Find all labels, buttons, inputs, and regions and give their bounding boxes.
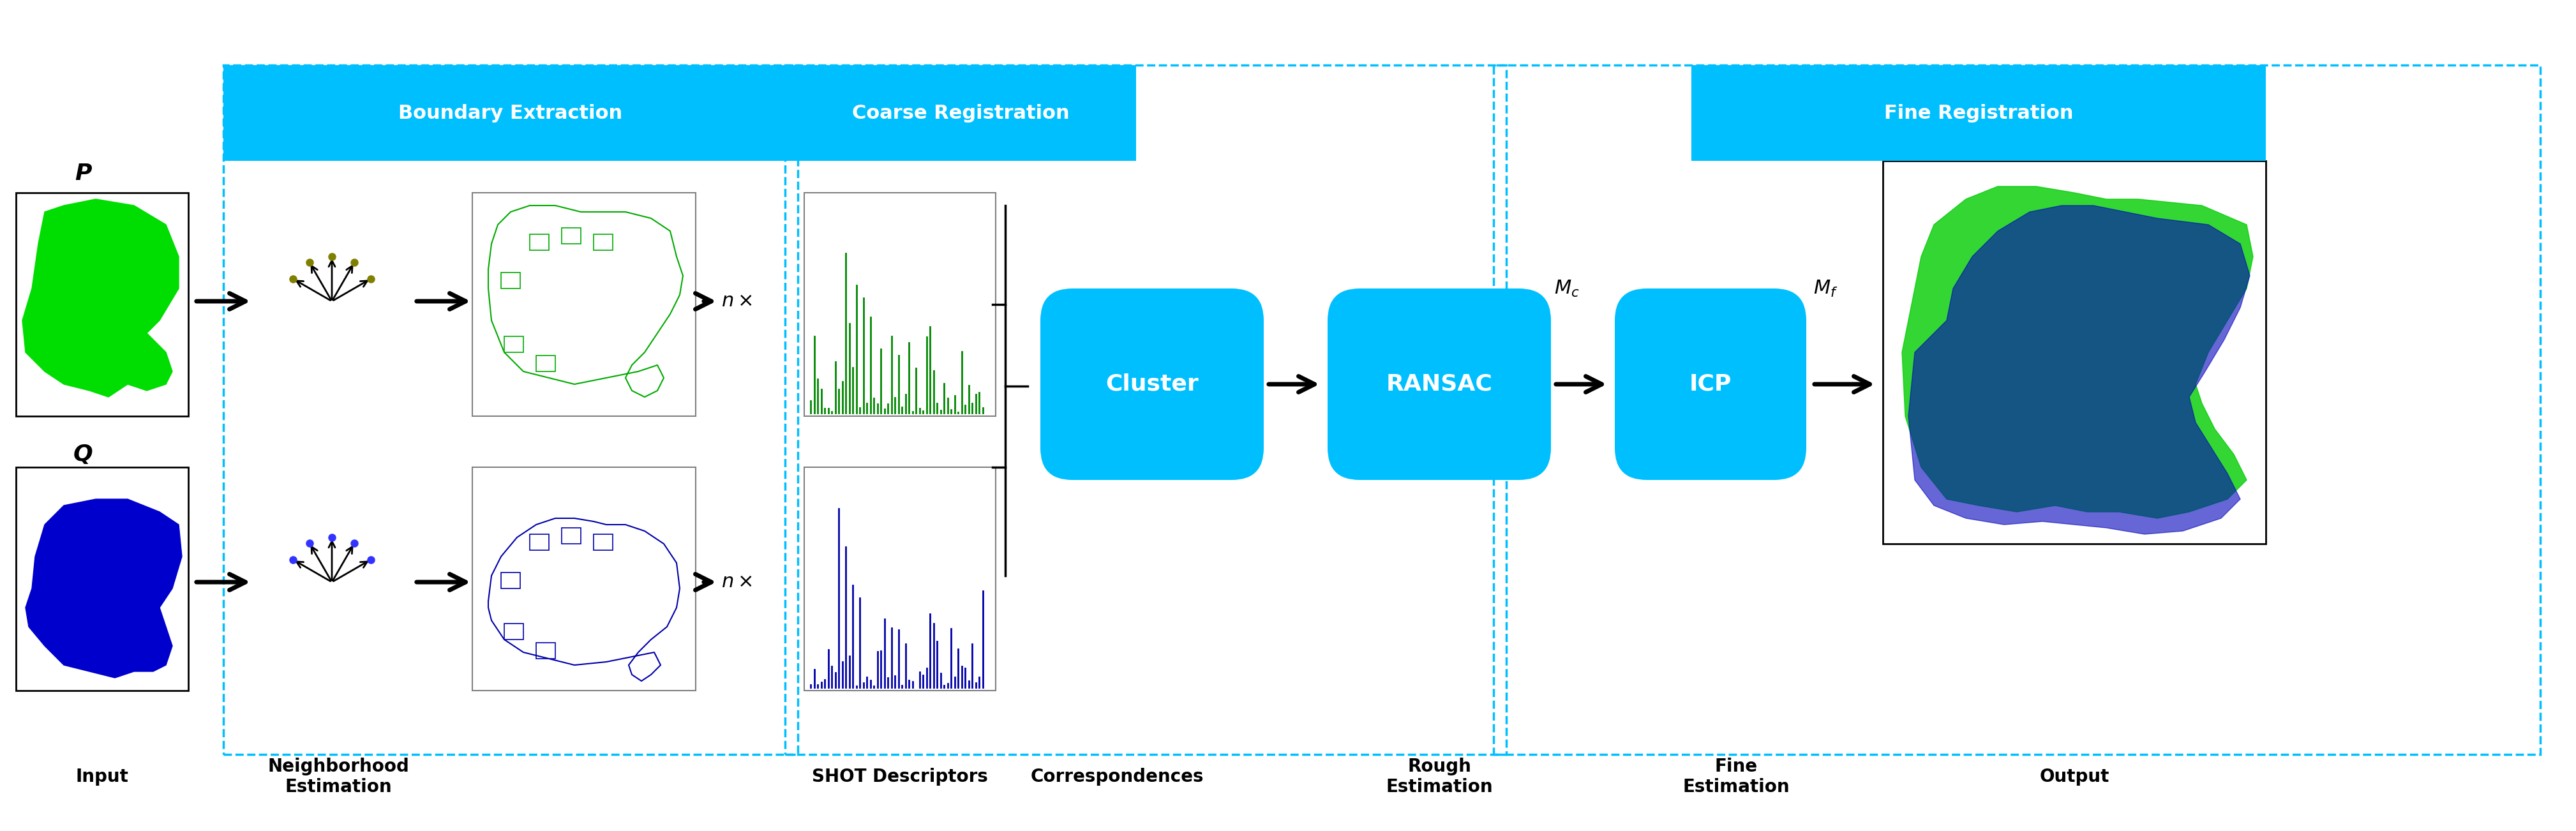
Bar xyxy=(471,193,696,416)
Bar xyxy=(471,467,696,691)
Bar xyxy=(804,467,997,691)
Polygon shape xyxy=(1901,186,2254,519)
Bar xyxy=(224,65,799,755)
Text: P: P xyxy=(75,163,90,184)
Bar xyxy=(505,623,523,640)
Text: Output: Output xyxy=(2040,768,2110,785)
Text: Coarse Registration: Coarse Registration xyxy=(853,104,1069,122)
Bar xyxy=(1883,161,2267,543)
FancyBboxPatch shape xyxy=(786,65,1136,161)
Bar xyxy=(562,528,580,543)
Bar xyxy=(15,467,188,691)
FancyBboxPatch shape xyxy=(1692,65,2267,161)
Bar xyxy=(592,234,613,250)
Bar xyxy=(500,273,520,288)
Bar xyxy=(531,234,549,250)
Polygon shape xyxy=(23,199,178,397)
Text: Q: Q xyxy=(72,444,93,465)
FancyBboxPatch shape xyxy=(1041,288,1265,480)
Polygon shape xyxy=(26,499,183,678)
Polygon shape xyxy=(1909,205,2249,534)
Text: SHOT Descriptors: SHOT Descriptors xyxy=(811,768,989,785)
Text: Neighborhood
Estimation: Neighborhood Estimation xyxy=(268,758,410,796)
Text: ICP: ICP xyxy=(1690,373,1731,395)
FancyBboxPatch shape xyxy=(224,65,799,161)
Text: Correspondences: Correspondences xyxy=(1030,768,1203,785)
Text: $M_c$: $M_c$ xyxy=(1553,278,1579,298)
Bar xyxy=(592,534,613,550)
Text: Cluster: Cluster xyxy=(1105,373,1198,395)
Text: $M_f$: $M_f$ xyxy=(1814,278,1837,298)
Bar xyxy=(505,337,523,352)
Text: RANSAC: RANSAC xyxy=(1386,373,1492,395)
Bar xyxy=(500,573,520,588)
FancyBboxPatch shape xyxy=(1615,288,1806,480)
Bar xyxy=(786,65,1507,755)
FancyBboxPatch shape xyxy=(1327,288,1551,480)
Bar xyxy=(1494,65,2540,755)
Bar xyxy=(531,534,549,550)
Text: Rough
Estimation: Rough Estimation xyxy=(1386,758,1492,796)
Bar xyxy=(15,193,188,416)
Bar xyxy=(562,228,580,243)
Text: Fine Registration: Fine Registration xyxy=(1883,104,2074,122)
Text: Boundary Extraction: Boundary Extraction xyxy=(399,104,623,122)
Text: Input: Input xyxy=(75,768,129,785)
Text: $n\times$: $n\times$ xyxy=(721,292,752,311)
Text: Fine
Estimation: Fine Estimation xyxy=(1682,758,1790,796)
Text: $n\times$: $n\times$ xyxy=(721,573,752,592)
Bar xyxy=(536,642,556,659)
Bar xyxy=(536,356,556,371)
Bar xyxy=(804,193,997,416)
